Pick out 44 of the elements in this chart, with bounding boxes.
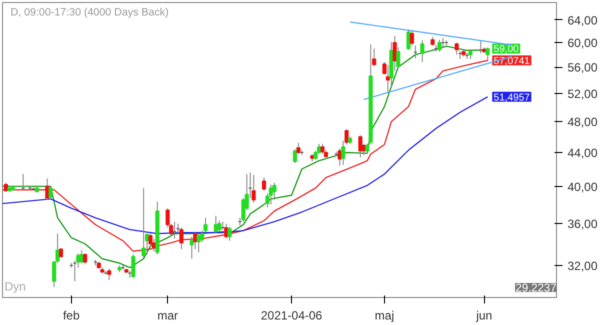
candlestick [320, 143, 325, 155]
x-tick-label: 2021-04-06 [260, 308, 323, 322]
y-tick-label: 56,00 [568, 60, 598, 75]
x-tick-label: feb [62, 308, 80, 322]
candlestick [406, 28, 411, 50]
x-tick-label: mar [157, 308, 178, 322]
y-tick-label: 40,00 [568, 180, 598, 194]
chart-title: D, 09:00-17:30 (4000 Days Back) [10, 6, 169, 18]
candlestick [454, 42, 459, 56]
candlestick [341, 140, 346, 166]
x-tick-label: jun [475, 308, 492, 322]
candlestick [358, 134, 362, 158]
candlestick [228, 226, 232, 242]
candlestick [437, 39, 442, 52]
candlestick [45, 178, 50, 200]
candlestick [83, 252, 88, 265]
y-tick-label: 44,00 [568, 146, 598, 160]
candlestick [217, 220, 222, 232]
candlestick [252, 174, 256, 204]
candlestick [365, 143, 370, 154]
y-tick-label: 36,00 [568, 217, 598, 232]
candlestick [272, 182, 276, 200]
y-tick-label: 60,00 [568, 36, 598, 50]
candlestick [142, 188, 146, 258]
candlestick [268, 184, 273, 205]
candlestick [420, 40, 424, 63]
x-tick-label: maj [374, 308, 394, 322]
candlestick [196, 233, 201, 253]
candlestick [410, 30, 414, 46]
candlestick [107, 268, 112, 281]
candlestick [131, 254, 136, 278]
data-label: 57,0741 [494, 56, 530, 67]
candlestick [486, 46, 490, 62]
text: 59,00 [494, 44, 519, 56]
y-tick-label: 52,00 [568, 86, 598, 101]
candlestick [179, 227, 184, 250]
data-label: 51,4957 [494, 92, 530, 104]
y-tick-label: 64,00 [568, 13, 598, 28]
annotation: 29,2237 [516, 282, 557, 294]
candlestick [262, 177, 266, 192]
annotation: Dyn [4, 280, 26, 294]
candlestick [48, 186, 53, 200]
y-tick-label: 32,00 [568, 258, 598, 273]
y-tick-label: 48,00 [568, 115, 598, 130]
